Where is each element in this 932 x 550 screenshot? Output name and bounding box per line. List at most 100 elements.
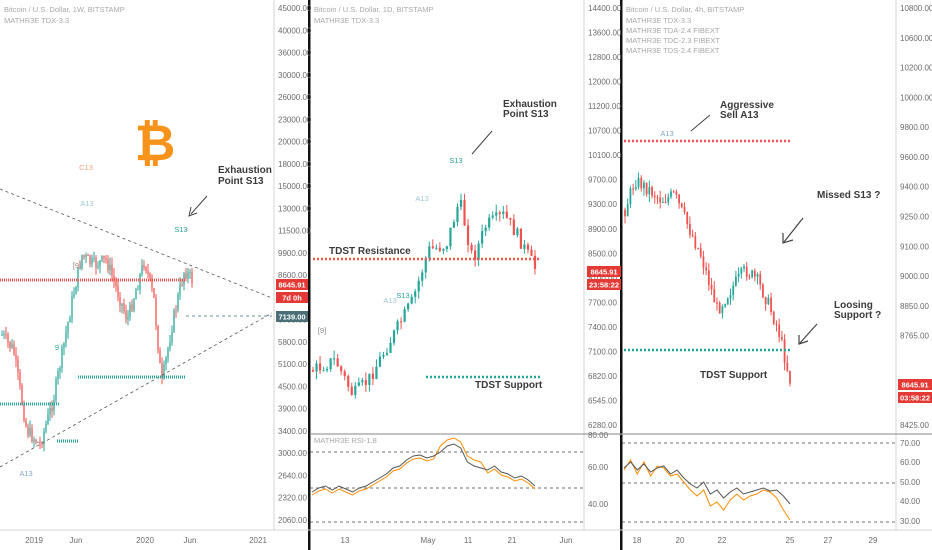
candle-body [51, 407, 53, 411]
chart-title-3: Bitcoin / U.S. Dollar, 4h, BITSTAMP [626, 5, 744, 14]
time-tick-label: 2021 [249, 536, 267, 545]
candle-body [35, 439, 37, 443]
candle-body [11, 344, 13, 348]
rsi-tick-label: 40.00 [588, 500, 609, 509]
candle-body [165, 357, 167, 365]
candle-body [354, 385, 357, 395]
candle-body [392, 330, 396, 343]
candle-body [67, 322, 69, 333]
candle-body [378, 356, 382, 367]
candle-body [488, 217, 491, 228]
candle-body [85, 254, 87, 257]
candle-body [516, 228, 519, 236]
td-marker: [9] [318, 326, 326, 335]
time-tick-label: 18 [633, 536, 642, 545]
candle-body [79, 267, 81, 269]
candle-body [724, 304, 726, 307]
candle-body [656, 197, 659, 199]
candle-body [509, 217, 512, 220]
candle-body [410, 296, 413, 304]
chart-title-1: Bitcoin / U.S. Dollar, 1W, BITSTAMP [4, 5, 125, 14]
candle-body [751, 270, 754, 278]
candle-body [127, 317, 129, 320]
candle-body [191, 272, 193, 284]
candle-body [371, 373, 375, 379]
panel-divider-2 [620, 0, 623, 550]
rsi-label: MATHR3E RSI-1.8 [314, 436, 377, 445]
candle-body [155, 297, 157, 326]
price-badge-daily-label: 8645.91 [590, 268, 617, 277]
price-tick-label: 9800.00 [900, 123, 929, 132]
annotation-exhaustion-2b: Point S13 [503, 109, 549, 120]
price-tick-label: 23000.00 [278, 115, 312, 124]
rsi-line-gray-4h [623, 461, 791, 505]
annotation-tdst-resistance: TDST Resistance [329, 246, 411, 257]
indicator-label-1: MATHR3E TDX-3.3 [4, 16, 69, 25]
price-tick-label: 10600.00 [900, 34, 932, 43]
candle-body [113, 275, 115, 281]
candle-body [737, 273, 740, 277]
price-tick-label: 5800.00 [278, 338, 307, 347]
price-tick-label: 13000.00 [278, 204, 312, 213]
price-tick-label: 5100.00 [278, 360, 307, 369]
candle-body [77, 267, 79, 288]
candle-body [15, 354, 17, 360]
candle-body [421, 272, 424, 281]
candle-body [364, 380, 367, 385]
candle-body [45, 424, 47, 432]
candle-body [103, 255, 105, 259]
price-tick-label: 3400.00 [278, 427, 307, 436]
candle-body [129, 304, 131, 318]
candle-body [109, 264, 111, 270]
candle-body [445, 246, 449, 249]
candle-body [382, 354, 385, 357]
candle-body [25, 420, 27, 427]
candle-body [29, 427, 31, 436]
rsi-tick-label: 80.00 [588, 431, 609, 440]
candle-body [33, 439, 35, 442]
candle-body [435, 247, 438, 249]
td-marker: C13 [79, 163, 93, 172]
candle-body [414, 291, 417, 297]
panel-divider-1 [308, 0, 311, 550]
price-badge-4h-label: 8645.91 [901, 381, 928, 390]
candle-body [634, 187, 637, 190]
candle-body [683, 207, 686, 213]
price-tick-label: 36000.00 [278, 49, 312, 58]
candle-body [428, 246, 431, 259]
candle-body [177, 294, 179, 310]
annotation-exhaustion-1: Exhaustion [218, 165, 272, 176]
annotation-exhaustion-1b: Point S13 [218, 176, 264, 187]
candle-body [169, 342, 171, 349]
candle-body [21, 385, 23, 405]
candle-body [91, 258, 93, 264]
bitcoin-logo-bg [133, 115, 177, 159]
candle-body [385, 352, 389, 355]
candle-body [753, 270, 756, 277]
price-tick-label: 10200.00 [900, 64, 932, 73]
candle-body [137, 289, 139, 291]
countdown-badge [276, 292, 308, 303]
price-tick-label: 9100.00 [900, 242, 929, 251]
candle-body [678, 194, 680, 204]
price-tick-label: 8100.00 [588, 274, 617, 283]
annotation-loosing-support: Loosing [834, 300, 873, 311]
candle-body [694, 236, 697, 249]
bitcoin-logo-glyph: ₿ [135, 115, 176, 171]
candle-body [491, 215, 494, 218]
price-tick-label: 45000.00 [278, 4, 312, 13]
candle-body [523, 244, 526, 249]
price-tick-label: 9300.00 [588, 200, 617, 209]
resistance-trendline [0, 188, 273, 299]
candle-body [350, 386, 353, 395]
candle-body [396, 321, 399, 331]
candle-body [43, 431, 45, 445]
candle-body [484, 227, 487, 231]
candle-body [624, 210, 626, 217]
candle-body [81, 255, 83, 269]
indicator-label-3: MATHR3E TDC-2.3 FIBEXT [626, 36, 720, 45]
candle-body [675, 191, 678, 195]
annotation-exhaustion-2: Exhaustion [503, 99, 557, 110]
annotation-loosing-support-b: Support ? [834, 310, 881, 321]
time-tick-label: Jun [70, 536, 83, 545]
